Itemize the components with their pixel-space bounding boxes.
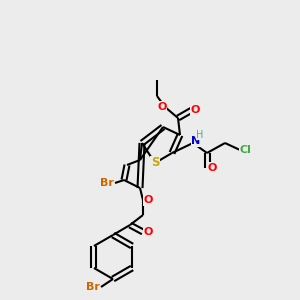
Text: Br: Br — [100, 178, 114, 188]
Text: Cl: Cl — [239, 145, 251, 155]
Text: N: N — [191, 136, 201, 146]
Text: O: O — [157, 102, 167, 112]
Text: H: H — [196, 130, 204, 140]
Text: O: O — [190, 105, 200, 115]
Text: S: S — [151, 157, 159, 169]
Text: O: O — [207, 163, 217, 173]
Text: O: O — [143, 195, 153, 205]
Text: Br: Br — [86, 282, 100, 292]
Text: O: O — [143, 227, 153, 237]
